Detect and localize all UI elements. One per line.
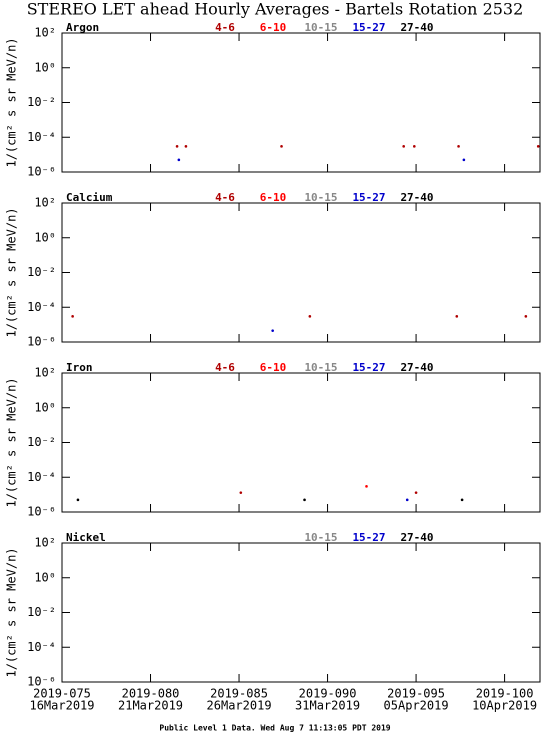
legend-entry: 10-15 bbox=[304, 361, 337, 374]
y-tick-label: 10² bbox=[34, 196, 56, 210]
data-point bbox=[402, 145, 405, 148]
x-tick-label: 2019-075 bbox=[33, 687, 91, 701]
legend-entry: 6-10 bbox=[260, 361, 287, 374]
y-tick-label: 10⁻² bbox=[27, 435, 56, 449]
data-point bbox=[177, 158, 181, 162]
plot-frame bbox=[61, 542, 541, 683]
legend-entry: 4-6 bbox=[215, 191, 235, 204]
y-tick-label: 10⁰ bbox=[34, 230, 56, 244]
panel-title: Calcium bbox=[66, 191, 113, 204]
data-point bbox=[405, 498, 409, 502]
legend-entry: 6-10 bbox=[260, 21, 287, 34]
data-point bbox=[536, 145, 540, 148]
y-axis-label: 1/(cm² s sr MeV/n) bbox=[5, 37, 19, 167]
x-tick-label: 2019-100 bbox=[476, 687, 534, 701]
data-point bbox=[308, 315, 312, 318]
data-point bbox=[280, 145, 283, 148]
y-tick-label: 10⁻⁶ bbox=[27, 165, 56, 179]
panel-title: Iron bbox=[66, 361, 93, 374]
data-point bbox=[457, 145, 460, 148]
legend-entry: 4-6 bbox=[215, 21, 235, 34]
legend-entry: 15-27 bbox=[352, 191, 385, 204]
x-tick-date: 05Apr2019 bbox=[384, 699, 449, 713]
x-tick-label: 2019-085 bbox=[210, 687, 268, 701]
x-tick-label: 2019-095 bbox=[387, 687, 445, 701]
y-tick-label: 10⁻⁶ bbox=[27, 505, 56, 519]
data-point bbox=[460, 498, 464, 502]
legend-entry: 10-15 bbox=[304, 191, 337, 204]
y-tick-label: 10² bbox=[34, 536, 56, 550]
y-tick-label: 10⁻² bbox=[27, 95, 56, 109]
data-point bbox=[414, 491, 418, 494]
legend-entry: 15-27 bbox=[352, 531, 385, 544]
legend-entry: 27-40 bbox=[400, 191, 433, 204]
y-tick-label: 10⁻⁴ bbox=[27, 470, 56, 484]
footer: Public Level 1 Data. Wed Aug 7 11:13:05 … bbox=[159, 723, 390, 733]
y-tick-label: 10⁻⁴ bbox=[27, 300, 56, 314]
x-tick-date: 26Mar2019 bbox=[207, 699, 272, 713]
legend-entry: 27-40 bbox=[400, 361, 433, 374]
x-tick-date: 31Mar2019 bbox=[295, 699, 360, 713]
data-point bbox=[303, 498, 306, 502]
page-title: STEREO LET ahead Hourly Averages - Barte… bbox=[27, 0, 524, 19]
data-point bbox=[271, 329, 274, 332]
data-point bbox=[239, 491, 243, 494]
legend-entry: 15-27 bbox=[352, 21, 385, 34]
legend-entry: 10-15 bbox=[304, 531, 337, 544]
plot-frame bbox=[61, 372, 541, 513]
data-point bbox=[524, 315, 528, 318]
x-tick-date: 21Mar2019 bbox=[118, 699, 183, 713]
y-axis-label: 1/(cm² s sr MeV/n) bbox=[5, 547, 19, 677]
y-tick-label: 10⁰ bbox=[34, 400, 56, 414]
y-tick-label: 10² bbox=[34, 26, 56, 40]
data-point bbox=[365, 485, 368, 488]
panel-title: Argon bbox=[66, 21, 99, 34]
y-axis-label: 1/(cm² s sr MeV/n) bbox=[5, 207, 19, 337]
y-tick-label: 10⁰ bbox=[34, 60, 56, 74]
plot-frame bbox=[61, 202, 541, 343]
y-tick-label: 10⁻⁴ bbox=[27, 130, 56, 144]
legend-entry: 6-10 bbox=[260, 191, 287, 204]
data-point bbox=[76, 498, 80, 502]
legend-entry: 4-6 bbox=[215, 361, 235, 374]
data-point bbox=[455, 315, 459, 318]
y-axis-label: 1/(cm² s sr MeV/n) bbox=[5, 377, 19, 507]
y-tick-label: 10⁻² bbox=[27, 265, 56, 279]
legend-entry: 27-40 bbox=[400, 21, 433, 34]
legend-entry: 10-15 bbox=[304, 21, 337, 34]
data-point bbox=[413, 145, 416, 148]
data-point bbox=[462, 158, 466, 162]
x-tick-date: 16Mar2019 bbox=[29, 699, 94, 713]
y-tick-label: 10⁻⁴ bbox=[27, 640, 56, 654]
plot-frame bbox=[61, 32, 541, 173]
y-tick-label: 10⁻⁶ bbox=[27, 675, 56, 689]
x-tick-label: 2019-090 bbox=[299, 687, 357, 701]
panel-title: Nickel bbox=[66, 531, 106, 544]
y-tick-label: 10² bbox=[34, 366, 56, 380]
legend-entry: 15-27 bbox=[352, 361, 385, 374]
legend-entry: 27-40 bbox=[400, 531, 433, 544]
x-tick-date: 10Apr2019 bbox=[472, 699, 537, 713]
y-tick-label: 10⁰ bbox=[34, 570, 56, 584]
y-tick-label: 10⁻² bbox=[27, 605, 56, 619]
data-point bbox=[71, 315, 74, 318]
x-tick-label: 2019-080 bbox=[122, 687, 180, 701]
y-tick-label: 10⁻⁶ bbox=[27, 335, 56, 349]
data-point bbox=[184, 145, 188, 148]
data-point bbox=[175, 145, 179, 148]
